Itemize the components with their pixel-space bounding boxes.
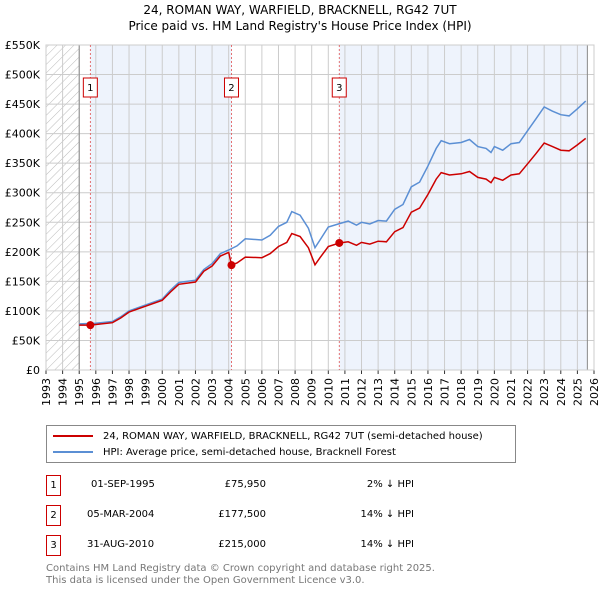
sale-point <box>86 321 95 330</box>
legend-item-hpi: HPI: Average price, semi-detached house,… <box>53 445 396 459</box>
sale-badge: 3 <box>46 535 61 556</box>
sale-date: 01-SEP-1995 <box>91 479 155 490</box>
x-tick-label: 2016 <box>422 378 435 406</box>
y-tick-label: £550K <box>5 39 41 52</box>
hpi-line <box>79 100 587 325</box>
legend-label-property: 24, ROMAN WAY, WARFIELD, BRACKNELL, RG42… <box>103 430 483 442</box>
x-tick-label: 2001 <box>173 378 186 406</box>
shaded-period <box>90 45 232 370</box>
chart-subtitle: Price paid vs. HM Land Registry's House … <box>128 19 472 33</box>
chart-title: 24, ROMAN WAY, WARFIELD, BRACKNELL, RG42… <box>143 3 457 17</box>
legend-item-property: 24, ROMAN WAY, WARFIELD, BRACKNELL, RG42… <box>53 429 483 443</box>
y-tick-label: £50K <box>12 334 41 347</box>
sale-hpi-diff: 14% ↓ HPI <box>360 509 414 520</box>
y-tick-label: £0 <box>26 364 40 377</box>
x-tick-label: 2013 <box>372 378 385 406</box>
x-tick-label: 2005 <box>239 378 252 406</box>
sale-hpi-diff: 2% ↓ HPI <box>366 479 414 490</box>
sale-marker-box <box>82 77 98 98</box>
sale-marker-label: 2 <box>228 83 234 94</box>
property-price-line <box>79 137 587 326</box>
x-tick-label: 1993 <box>40 378 53 406</box>
y-tick-label: £500K <box>5 69 41 82</box>
y-tick-label: £100K <box>5 305 41 318</box>
x-tick-label: 2018 <box>455 378 468 406</box>
sale-badge: 1 <box>46 475 61 496</box>
x-tick-label: 2011 <box>339 378 352 406</box>
chart-legend: 24, ROMAN WAY, WARFIELD, BRACKNELL, RG42… <box>46 425 516 463</box>
footer-copyright: Contains HM Land Registry data © Crown c… <box>46 563 435 574</box>
sale-marker-box <box>223 77 239 98</box>
y-tick-label: £300K <box>5 187 41 200</box>
x-tick-label: 1999 <box>140 378 153 406</box>
x-tick-label: 2025 <box>571 378 584 406</box>
x-tick-label: 2014 <box>389 378 402 406</box>
sale-row: 3 31-AUG-2010 £215,000 14% ↓ HPI <box>46 535 566 556</box>
y-tick-label: £400K <box>5 128 41 141</box>
sale-price: £177,500 <box>218 509 266 520</box>
x-tick-label: 2022 <box>522 378 535 406</box>
x-tick-label: 2007 <box>272 378 285 406</box>
sale-point <box>227 261 236 270</box>
x-tick-label: 2002 <box>189 378 202 406</box>
x-tick-label: 1995 <box>73 378 86 406</box>
x-tick-label: 2010 <box>322 378 335 406</box>
x-tick-label: 2023 <box>538 378 551 406</box>
x-tick-label: 2021 <box>505 378 518 406</box>
y-tick-label: £250K <box>5 216 41 229</box>
x-tick-label: 2009 <box>306 378 319 406</box>
sale-marker-label: 1 <box>87 83 93 94</box>
sale-date: 05-MAR-2004 <box>87 509 155 520</box>
x-tick-label: 1994 <box>57 378 70 406</box>
x-tick-label: 2020 <box>488 378 501 406</box>
sale-price: £75,950 <box>224 479 266 490</box>
x-tick-label: 2006 <box>256 378 269 406</box>
sale-hpi-diff: 14% ↓ HPI <box>360 539 414 550</box>
legend-blue-line <box>53 451 93 453</box>
sale-badge: 2 <box>46 505 61 526</box>
x-tick-label: 2026 <box>588 378 600 406</box>
plot-border <box>45 44 595 371</box>
sale-date: 31-AUG-2010 <box>87 539 155 550</box>
footer-licence: This data is licensed under the Open Gov… <box>46 575 365 586</box>
x-tick-label: 2019 <box>472 378 485 406</box>
x-tick-label: 2015 <box>405 378 418 406</box>
sale-marker-label: 3 <box>336 83 342 94</box>
x-tick-label: 2017 <box>439 378 452 406</box>
sale-row: 1 01-SEP-1995 £75,950 2% ↓ HPI <box>46 475 566 496</box>
legend-red-line <box>53 435 93 437</box>
y-tick-label: £200K <box>5 246 41 259</box>
x-tick-label: 2008 <box>289 378 302 406</box>
y-tick-label: £450K <box>5 98 41 111</box>
x-tick-label: 2000 <box>156 378 169 406</box>
sale-price: £215,000 <box>218 539 266 550</box>
sale-row: 2 05-MAR-2004 £177,500 14% ↓ HPI <box>46 505 566 526</box>
x-tick-label: 1996 <box>90 378 103 406</box>
x-tick-label: 2024 <box>555 378 568 406</box>
shaded-period <box>339 45 588 370</box>
x-tick-label: 1997 <box>106 378 119 406</box>
line-chart: £0 £50K £100K £150K £200K £250K £300K £350K £400… <box>5 39 600 406</box>
y-tick-label: £150K <box>5 275 41 288</box>
x-tick-label: 2003 <box>206 378 219 406</box>
y-tick-label: £350K <box>5 157 41 170</box>
sale-point <box>335 238 344 247</box>
x-tick-label: 1998 <box>123 378 136 406</box>
x-tick-label: 2004 <box>223 378 236 406</box>
x-tick-label: 2012 <box>356 378 369 406</box>
sale-marker-box <box>331 77 347 98</box>
legend-label-hpi: HPI: Average price, semi-detached house,… <box>103 446 396 458</box>
